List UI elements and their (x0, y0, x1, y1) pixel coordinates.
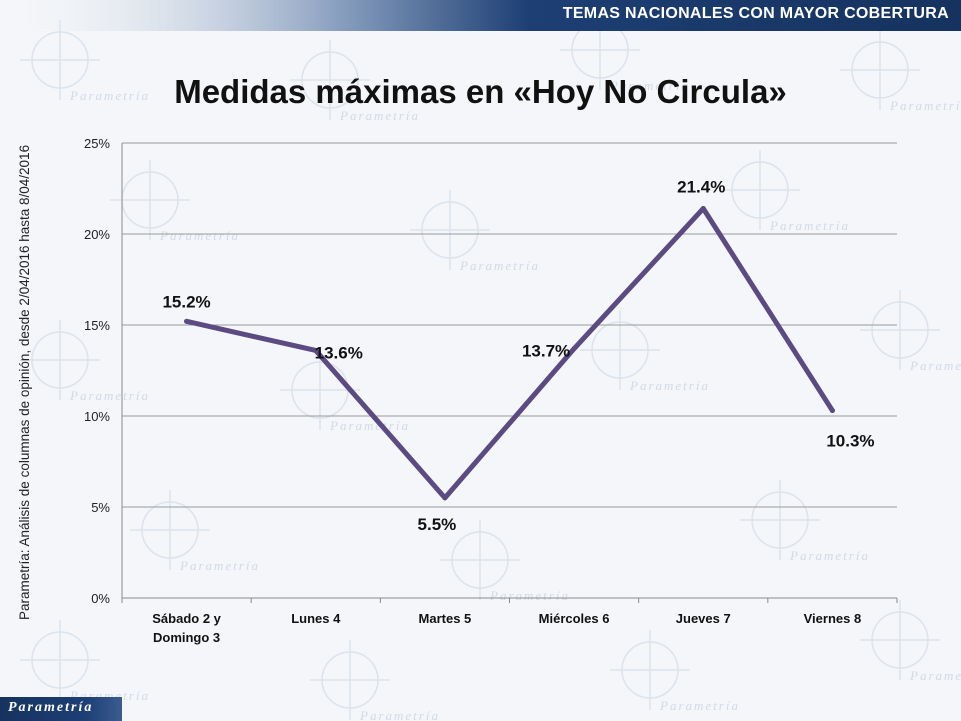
y-tick-label: 0% (91, 591, 110, 606)
watermark-text: Parametría (179, 558, 260, 573)
footer-brand-logo: Parametría (8, 700, 94, 715)
series-line (184, 206, 835, 501)
watermark-text: Parametría (769, 218, 850, 233)
y-tick-label: 15% (84, 318, 110, 333)
header-banner-title: TEMAS NACIONALES CON MAYOR COBERTURA (562, 5, 949, 22)
chart-title: Medidas máximas en «Hoy No Circula» (174, 73, 787, 110)
watermark-text: Parametría (609, 78, 690, 93)
watermark-text: Parametría (329, 418, 410, 433)
data-point (700, 206, 706, 212)
data-label: 15.2% (162, 292, 210, 311)
watermark-text: Parametría (359, 708, 440, 721)
x-tick-label: Viernes 8 (804, 611, 862, 626)
data-point (184, 318, 190, 324)
x-tick-label: Jueves 7 (676, 611, 731, 626)
data-point (313, 347, 319, 353)
x-tick-label: Lunes 4 (291, 611, 341, 626)
y-tick-label: 20% (84, 227, 110, 242)
watermark-text: Parametría (909, 668, 961, 683)
data-label: 5.5% (418, 515, 457, 534)
data-point (571, 346, 577, 352)
footer-brand-bar (0, 697, 122, 721)
x-tick-label: Sábado 2 y Domingo 3 (152, 611, 221, 645)
data-label: 13.6% (315, 343, 363, 362)
x-tick-label: Miércoles 6 (539, 611, 610, 626)
watermark-text: Parametría (889, 98, 961, 113)
watermark-text: Parametría (339, 108, 420, 123)
data-point (442, 495, 448, 501)
header-banner (0, 0, 961, 31)
data-point (829, 408, 835, 414)
y-tick-label: 10% (84, 409, 110, 424)
watermark-text: Parametría (459, 258, 540, 273)
watermark-text: Parametría (489, 588, 570, 603)
watermark-text: Parametría (909, 358, 961, 373)
data-label: 10.3% (826, 432, 874, 451)
data-label: 13.7% (522, 342, 570, 361)
watermark-text: Parametría (789, 548, 870, 563)
x-tick-label: Martes 5 (419, 611, 472, 626)
watermark-text: Parametría (69, 388, 150, 403)
watermark-text: Parametría (159, 228, 240, 243)
watermark-text: Parametría (659, 698, 740, 713)
y-tick-label: 5% (91, 500, 110, 515)
data-label: 21.4% (677, 178, 725, 197)
watermark-text: Parametría (629, 378, 710, 393)
watermark-text: Parametría (69, 88, 150, 103)
y-tick-label: 25% (84, 136, 110, 151)
